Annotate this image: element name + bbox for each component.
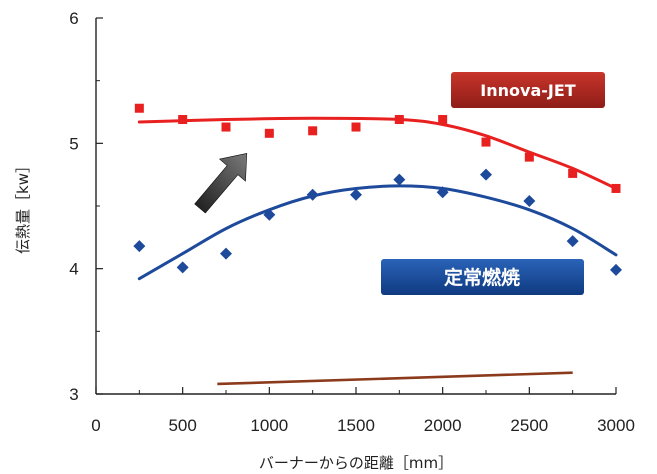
y-tick-label: 3 — [69, 385, 78, 404]
innova-jet-points — [134, 103, 621, 193]
x-tick-label: 1500 — [337, 416, 375, 435]
improvement-arrow-icon — [194, 153, 248, 214]
y-tick-label: 4 — [69, 260, 78, 279]
innova-jet-point — [264, 128, 274, 138]
innova-jet-point — [221, 122, 231, 132]
x-axis-title: バーナーからの距離［mm］ — [259, 454, 453, 472]
steady-combustion-point — [220, 247, 232, 260]
innova-jet-point — [351, 122, 361, 132]
legend-innova-jet-label: Innova-JET — [480, 81, 575, 100]
tick-labels: 0 500 1000 1500 2000 2500 3000 3 4 5 6 — [69, 9, 635, 435]
steady-combustion-point — [566, 235, 579, 248]
steady-combustion-point — [306, 188, 319, 201]
innova-jet-point — [438, 115, 448, 125]
steady-combustion-point — [610, 263, 622, 276]
legend-steady-combustion-label: 定常燃焼 — [444, 266, 520, 289]
x-tick-label: 2500 — [510, 416, 548, 435]
x-tick-label: 0 — [91, 416, 100, 435]
innova-jet-point — [568, 168, 578, 178]
steady-combustion-point — [263, 208, 276, 221]
x-tick-label: 1000 — [250, 416, 288, 435]
innova-jet-point — [524, 152, 534, 162]
steady-combustion-point — [393, 173, 406, 186]
innova-jet-point — [611, 183, 621, 193]
steady-combustion-trend-line — [137, 184, 618, 281]
y-axis-title: 伝熱量［kw］ — [14, 158, 32, 254]
innova-jet-point — [178, 115, 188, 125]
steady-combustion-point — [350, 188, 362, 201]
legend-innova-jet-box — [451, 72, 605, 108]
innova-jet-trend-line — [137, 116, 618, 190]
legend-steady-combustion-box — [381, 259, 584, 295]
ticks — [95, 17, 617, 395]
bottom-annotation-line — [217, 371, 573, 386]
steady-combustion-point — [176, 261, 189, 274]
steady-combustion-point — [523, 194, 536, 207]
innova-jet-point — [308, 126, 318, 136]
x-tick-label: 3000 — [597, 416, 635, 435]
steady-combustion-point — [133, 240, 146, 253]
innova-jet-point — [134, 103, 144, 113]
x-tick-label: 2000 — [424, 416, 462, 435]
innova-jet-point — [394, 115, 404, 125]
x-tick-label: 500 — [168, 416, 196, 435]
innova-jet-point — [481, 137, 491, 147]
steady-combustion-points — [133, 168, 622, 276]
steady-combustion-point — [480, 168, 492, 181]
y-tick-label: 6 — [69, 9, 78, 28]
legend-innova-jet: Innova-JET — [451, 72, 605, 108]
y-tick-label: 5 — [69, 134, 78, 153]
legend-steady-combustion: 定常燃焼 — [381, 259, 584, 295]
steady-combustion-point — [436, 186, 449, 199]
